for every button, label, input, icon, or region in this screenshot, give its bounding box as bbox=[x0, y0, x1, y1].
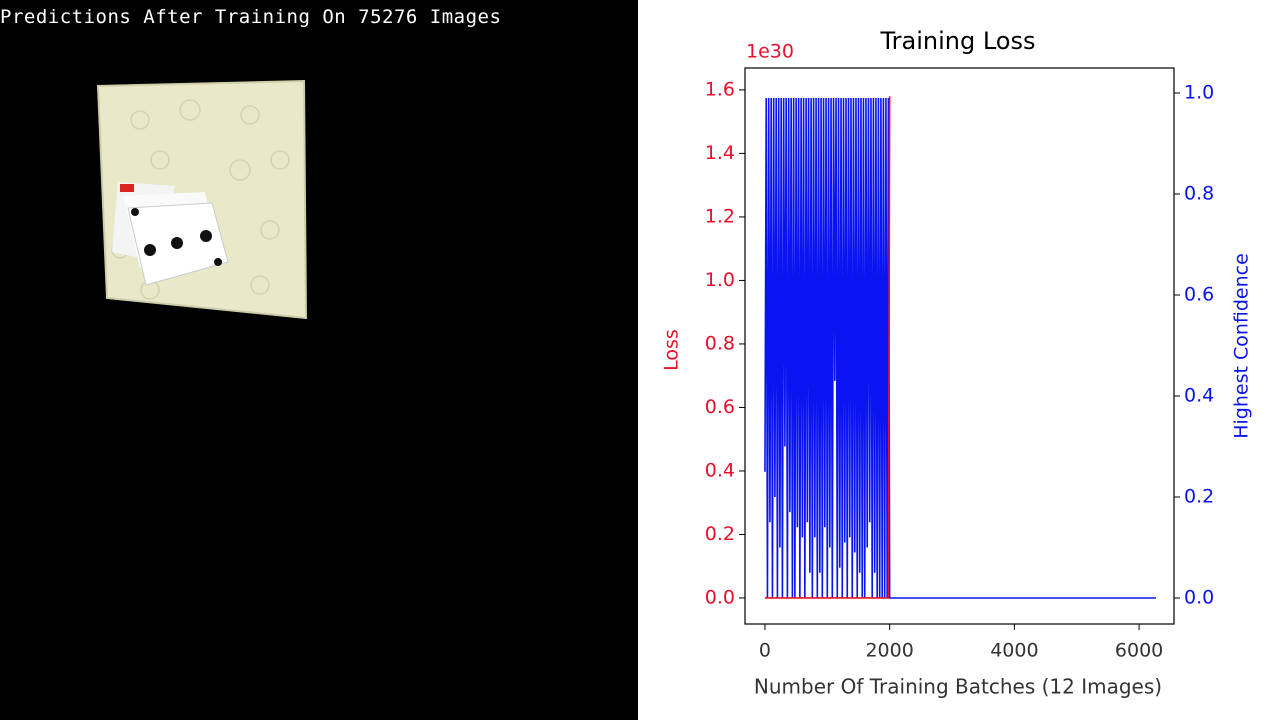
y2-axis-label: Highest Confidence bbox=[1231, 253, 1253, 439]
y-tick-label: 1.2 bbox=[705, 205, 735, 227]
x-axis-label: Number Of Training Batches (12 Images) bbox=[754, 675, 1162, 699]
prediction-view: Predictions After Training On 75276 Imag… bbox=[0, 0, 638, 720]
y2-tick-label: 0.8 bbox=[1184, 182, 1214, 204]
y-tick-label: 0.6 bbox=[705, 396, 735, 418]
y-tick-label: 1.4 bbox=[705, 142, 735, 164]
y-tick-label: 1.0 bbox=[705, 269, 735, 291]
chart-background bbox=[638, 0, 1280, 720]
header-title: Predictions After Training On 75276 Imag… bbox=[0, 6, 502, 28]
x-tick-label: 6000 bbox=[1115, 640, 1163, 662]
y-tick-label: 1.6 bbox=[705, 78, 735, 100]
board-edge bbox=[96, 79, 308, 320]
scene bbox=[96, 79, 308, 320]
y-tick-label: 0.2 bbox=[705, 523, 735, 545]
plot-frame bbox=[744, 67, 1175, 625]
y-tick-label: 0.4 bbox=[705, 459, 735, 481]
x-tick-label: 0 bbox=[759, 640, 771, 662]
pip bbox=[120, 184, 134, 192]
series-line bbox=[764, 96, 891, 599]
chart-title: Training Loss bbox=[880, 27, 1036, 55]
y-tick-label: 0.0 bbox=[705, 586, 735, 608]
series-line bbox=[764, 98, 1156, 599]
y-offset-label: 1e30 bbox=[746, 41, 794, 63]
y2-tick-label: 0.0 bbox=[1184, 586, 1214, 608]
x-tick-label: 4000 bbox=[990, 640, 1038, 662]
y-tick-label: 0.8 bbox=[705, 332, 735, 354]
y-axis-label: Loss bbox=[661, 329, 683, 371]
y2-tick-label: 0.2 bbox=[1184, 485, 1214, 507]
y2-tick-label: 0.6 bbox=[1184, 283, 1214, 305]
y2-tick-label: 1.0 bbox=[1184, 81, 1214, 103]
x-tick-label: 2000 bbox=[865, 640, 913, 662]
y2-tick-label: 0.4 bbox=[1184, 384, 1214, 406]
clubs bbox=[131, 208, 222, 266]
